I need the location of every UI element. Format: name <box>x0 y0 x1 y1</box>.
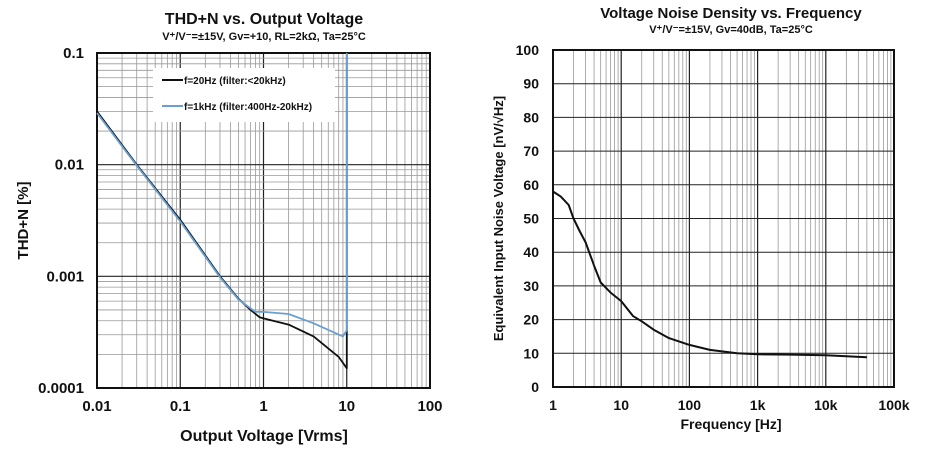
y-tick-label: 60 <box>523 177 539 193</box>
y-tick-label: 70 <box>523 143 539 159</box>
x-tick-label: 10 <box>338 398 355 415</box>
chart-0: THD+N vs. Output Voltage V⁺/V⁻=±15V, Gv=+… <box>15 11 443 445</box>
x-tick-label: 100k <box>878 397 909 413</box>
y-tick-label: 90 <box>523 76 539 92</box>
legend-label: f=1kHz (filter:400Hz-20kHz) <box>184 102 312 113</box>
y-tick-label: 0.0001 <box>38 380 84 397</box>
x-tick-label: 0.1 <box>170 398 191 415</box>
x-axis-label: Frequency [Hz] <box>680 416 781 432</box>
x-tick-label: 100 <box>417 398 442 415</box>
x-tick-label: 1k <box>750 397 766 413</box>
y-tick-label: 0 <box>531 379 539 395</box>
chart-title: THD+N vs. Output Voltage <box>165 11 363 28</box>
y-tick-label: 40 <box>523 244 539 260</box>
y-tick-label: 20 <box>523 312 539 328</box>
y-tick-label: 50 <box>523 211 539 227</box>
x-tick-label: 10 <box>613 397 629 413</box>
chart-subtitle: V⁺/V⁻=±15V, Gv=+10, RL=2kΩ, Ta=25°C <box>162 31 366 43</box>
y-tick-label: 0.001 <box>46 268 84 285</box>
x-tick-label: 1 <box>259 398 267 415</box>
x-tick-label: 1 <box>549 397 557 413</box>
x-tick-label: 100 <box>678 397 702 413</box>
plot-frame <box>552 49 895 388</box>
chart-title: Voltage Noise Density vs. Frequency <box>600 5 862 22</box>
y-tick-label: 0.1 <box>63 45 84 62</box>
chart-1: Voltage Noise Density vs. Frequency V⁺/V⁻… <box>491 5 910 432</box>
series-line-1 <box>96 53 348 338</box>
chart-subtitle: V⁺/V⁻=±15V, Gv=40dB, Ta=25°C <box>649 24 813 36</box>
y-axis-label: Equivalent Input Noise Voltage [nV/√Hz] <box>491 96 506 341</box>
y-tick-label: 80 <box>523 109 539 125</box>
y-tick-label: 30 <box>523 278 539 294</box>
y-axis-label: THD+N [%] <box>15 182 32 260</box>
y-tick-label: 100 <box>516 42 540 58</box>
y-tick-label: 0.01 <box>55 157 84 174</box>
x-tick-label: 10k <box>814 397 838 413</box>
x-axis-label: Output Voltage [Vrms] <box>180 428 348 445</box>
legend-label: f=20Hz (filter:<20kHz) <box>184 76 286 87</box>
plot-frame <box>96 52 431 389</box>
y-tick-label: 10 <box>523 345 539 361</box>
legend-box <box>153 68 335 122</box>
x-tick-label: 0.01 <box>82 398 111 415</box>
